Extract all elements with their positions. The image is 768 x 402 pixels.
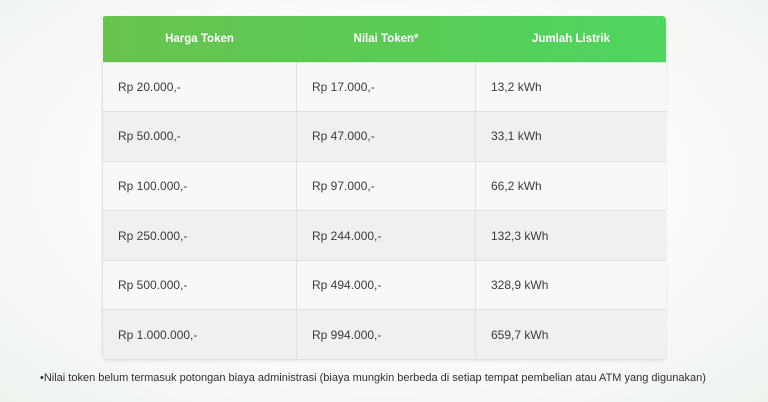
cell-harga-token: Rp 1.000.000,- xyxy=(102,309,297,360)
cell-harga-token: Rp 20.000,- xyxy=(102,61,297,112)
table-body: Rp 20.000,- Rp 17.000,- 13,2 kWh Rp 50.0… xyxy=(102,61,666,360)
cell-nilai-token: Rp 494.000,- xyxy=(296,259,476,310)
table-header-row: Harga Token Nilai Token* Jumlah Listrik xyxy=(102,16,666,62)
cell-nilai-token: Rp 97.000,- xyxy=(296,160,476,211)
cell-harga-token: Rp 50.000,- xyxy=(102,111,297,162)
cell-jumlah-listrik: 132,3 kWh xyxy=(475,210,666,261)
table-row: Rp 100.000,- Rp 97.000,- 66,2 kWh xyxy=(102,160,666,211)
token-price-table-container: Harga Token Nilai Token* Jumlah Listrik … xyxy=(102,16,666,360)
cell-jumlah-listrik: 659,7 kWh xyxy=(475,309,666,360)
cell-harga-token: Rp 500.000,- xyxy=(102,259,297,310)
table-header: Harga Token Nilai Token* Jumlah Listrik xyxy=(102,16,666,62)
cell-nilai-token: Rp 994.000,- xyxy=(296,309,476,360)
cell-nilai-token: Rp 17.000,- xyxy=(296,61,476,112)
cell-nilai-token: Rp 244.000,- xyxy=(296,210,476,261)
token-price-table: Harga Token Nilai Token* Jumlah Listrik … xyxy=(102,16,666,360)
footnote: •Nilai token belum termasuk potongan bia… xyxy=(40,372,706,384)
cell-harga-token: Rp 250.000,- xyxy=(102,210,297,261)
cell-jumlah-listrik: 328,9 kWh xyxy=(475,259,666,310)
cell-jumlah-listrik: 13,2 kWh xyxy=(475,61,666,112)
table-row: Rp 20.000,- Rp 17.000,- 13,2 kWh xyxy=(102,61,666,112)
table-row: Rp 250.000,- Rp 244.000,- 132,3 kWh xyxy=(102,210,666,261)
cell-nilai-token: Rp 47.000,- xyxy=(296,111,476,162)
header-nilai-token: Nilai Token* xyxy=(353,32,419,45)
header-jumlah-listrik: Jumlah Listrik xyxy=(532,32,610,45)
table-row: Rp 1.000.000,- Rp 994.000,- 659,7 kWh xyxy=(102,309,666,360)
header-harga-token: Harga Token xyxy=(165,32,234,45)
table-row: Rp 500.000,- Rp 494.000,- 328,9 kWh xyxy=(102,259,666,310)
cell-jumlah-listrik: 66,2 kWh xyxy=(475,160,666,211)
cell-harga-token: Rp 100.000,- xyxy=(102,160,297,211)
table-row: Rp 50.000,- Rp 47.000,- 33,1 kWh xyxy=(102,111,666,162)
cell-jumlah-listrik: 33,1 kWh xyxy=(475,111,666,162)
